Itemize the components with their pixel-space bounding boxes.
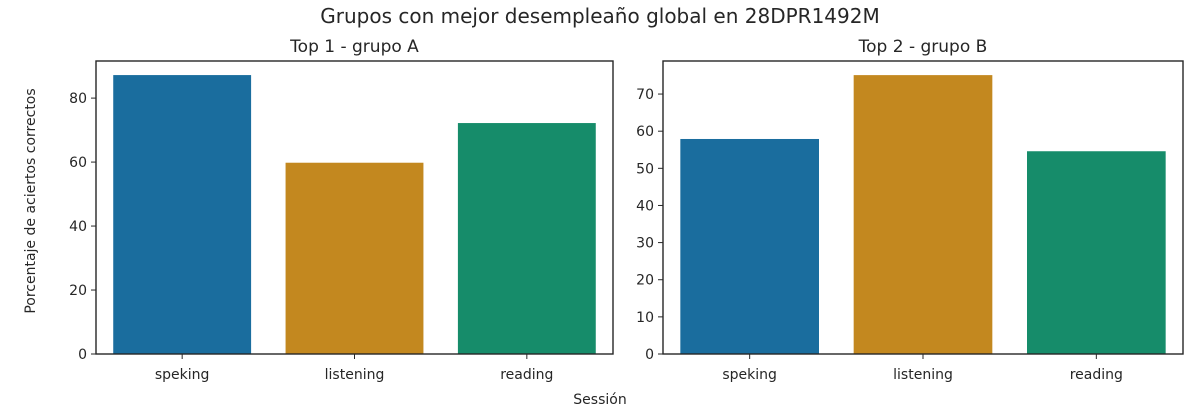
x-tick-label: listening	[893, 367, 953, 383]
bar-listening	[285, 162, 424, 354]
subplot-title: Top 1 - grupo A	[289, 37, 419, 57]
subplot-2: speking listening reading 0 10 20 30 40 50 60 70 To…	[636, 37, 1184, 383]
figure-title: Grupos con mejor desempleaño global en 2…	[320, 4, 880, 28]
bar-reading	[1027, 151, 1166, 354]
x-tick-label: reading	[500, 367, 553, 383]
y-tick-label: 0	[645, 347, 654, 363]
x-axis-label: Sessión	[573, 392, 627, 408]
y-tick-label: 50	[636, 161, 654, 177]
y-tick-label: 0	[78, 347, 87, 363]
y-tick-label: 20	[69, 283, 87, 299]
subplot-title: Top 2 - grupo B	[858, 37, 988, 57]
y-tick-label: 40	[636, 198, 654, 214]
y-tick-label: 80	[69, 91, 87, 107]
bar-listening	[853, 75, 993, 354]
y-tick-label: 30	[636, 236, 654, 252]
bar-speking	[113, 75, 252, 355]
x-tick-label: listening	[325, 367, 385, 383]
y-tick-label: 60	[69, 155, 87, 171]
subplot-1: speking listening reading 0 20 40 60 80 Top 1 - …	[69, 37, 614, 383]
x-tick-label: speking	[722, 367, 777, 383]
y-tick-label: 20	[636, 273, 654, 289]
bar-reading	[457, 123, 596, 354]
y-tick-label: 10	[636, 310, 654, 326]
x-tick-label: speking	[155, 367, 210, 383]
plot-frame	[662, 60, 1184, 355]
bar-speking	[680, 138, 819, 354]
plot-frame	[95, 60, 614, 355]
y-tick-label: 70	[636, 87, 654, 103]
x-tick-label: reading	[1070, 367, 1123, 383]
y-tick-label: 60	[636, 124, 654, 140]
y-tick-label: 40	[69, 219, 87, 235]
